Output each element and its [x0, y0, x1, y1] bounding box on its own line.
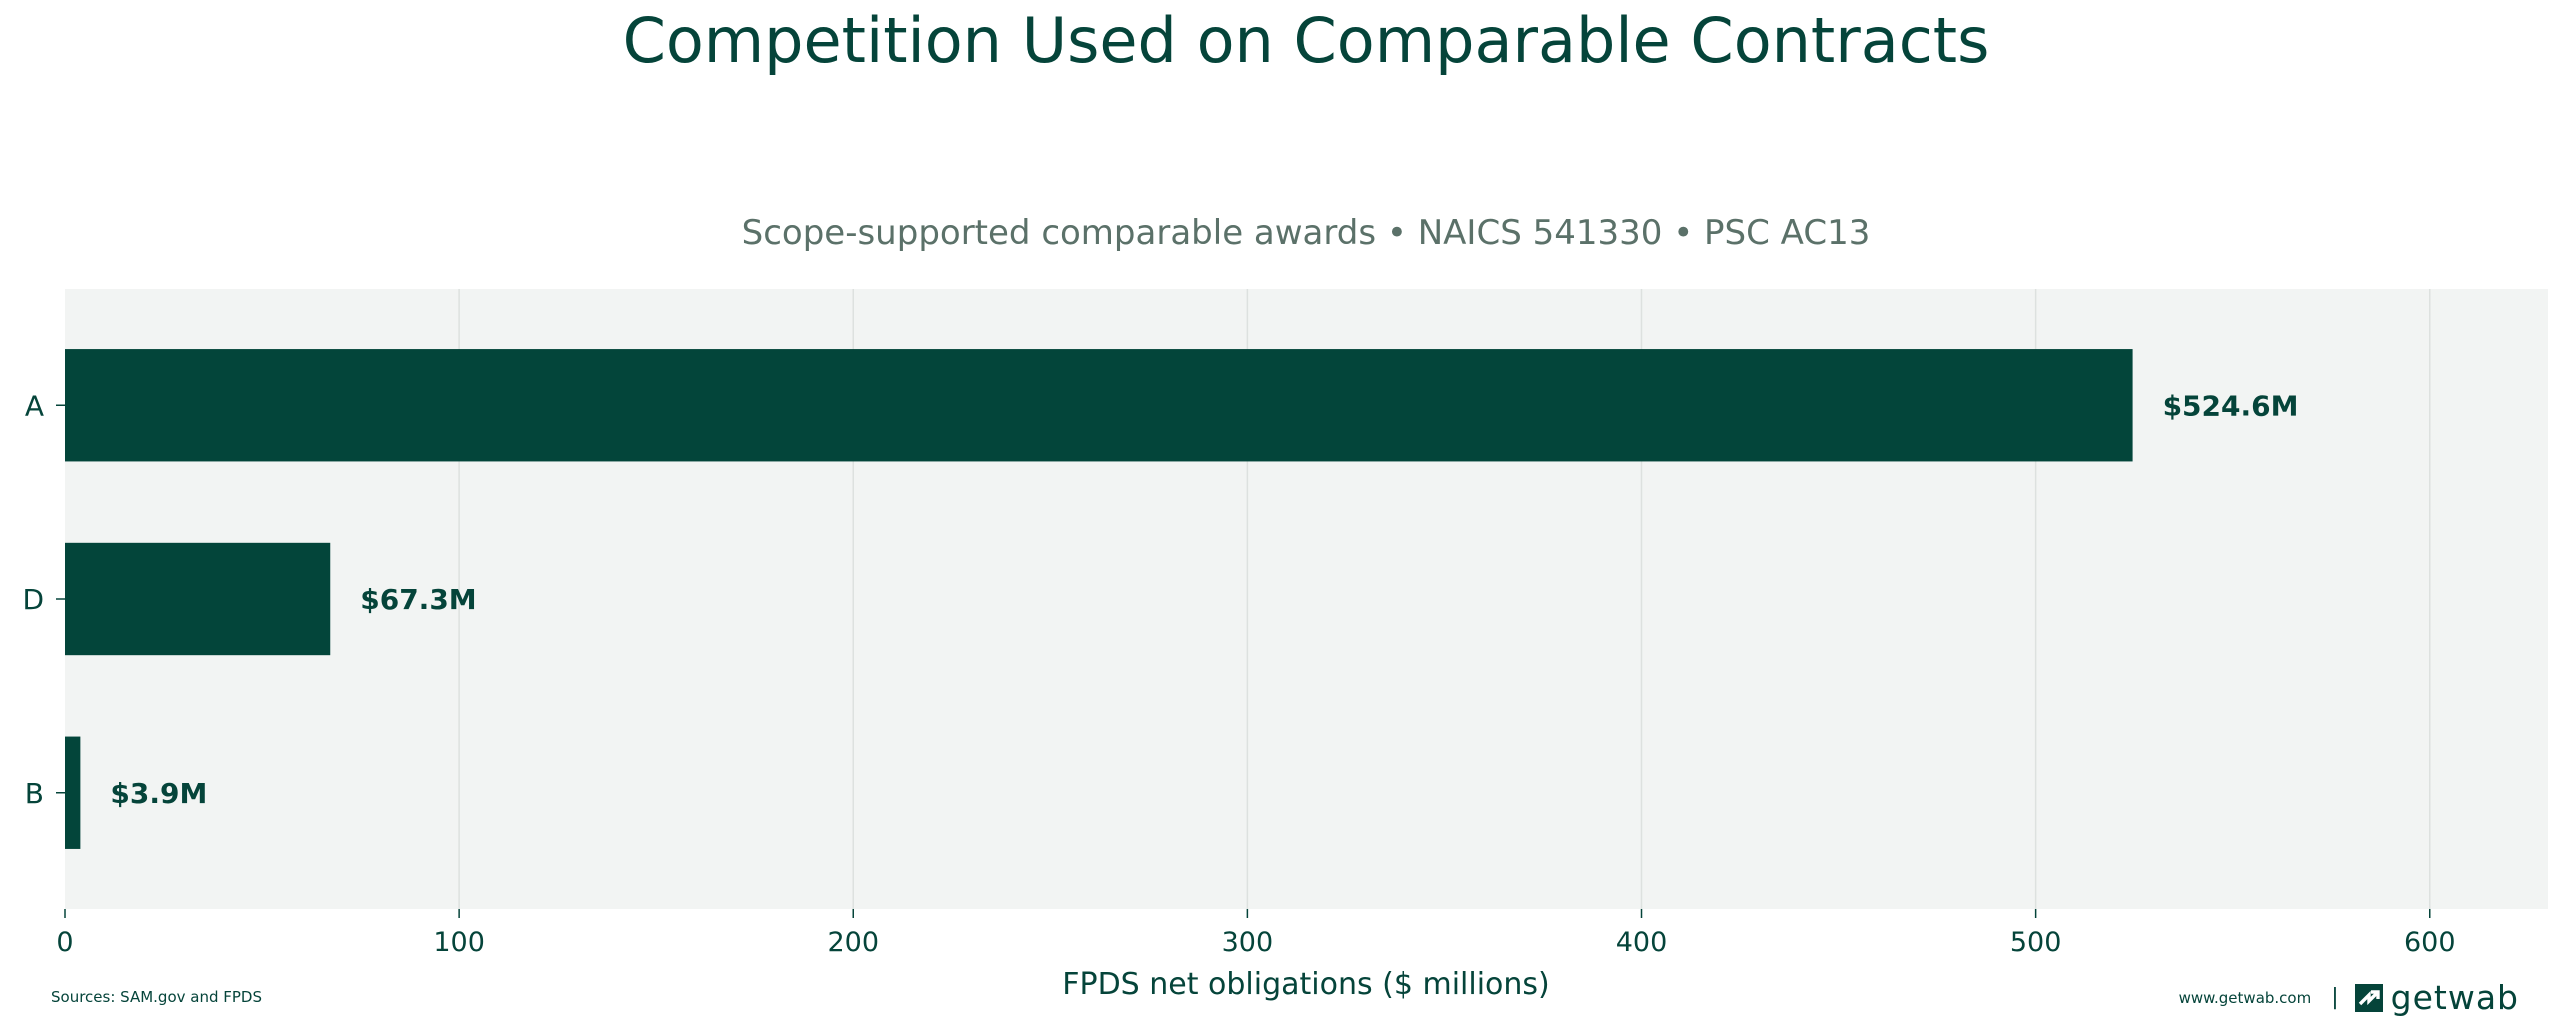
x-tick-label-400: 400: [1616, 927, 1668, 958]
bar-B: [65, 736, 81, 849]
chart-subtitle: Scope-supported comparable awards • NAIC…: [742, 213, 1871, 253]
bar-D: [65, 542, 331, 656]
chart-title: Competition Used on Comparable Contracts: [623, 4, 1990, 77]
x-tick-label-100: 100: [433, 927, 485, 958]
data-label-B: $3.9M: [110, 777, 207, 810]
x-tick-label-200: 200: [827, 927, 879, 958]
bar-A: [65, 349, 2133, 462]
brand-wordmark: getwab: [2390, 978, 2519, 1017]
data-label-A: $524.6M: [2163, 389, 2299, 422]
x-axis-label: FPDS net obligations ($ millions): [1062, 967, 1550, 1002]
x-tick-label-300: 300: [1222, 927, 1274, 958]
x-axis: 0 100 200 300 400 500 600: [56, 909, 2456, 958]
bars: [65, 349, 2133, 849]
getwab-logo-icon: [2354, 983, 2383, 1012]
data-labels: $524.6M $67.3M $3.9M: [110, 389, 2298, 810]
y-tick-label-D: D: [22, 583, 44, 616]
brand-footer: www.getwab.com | getwab: [2179, 978, 2519, 1017]
x-tick-label-600: 600: [2404, 927, 2456, 958]
source-note: Sources: SAM.gov and FPDS: [51, 988, 263, 1006]
footer-separator: |: [2331, 985, 2339, 1010]
y-tick-label-B: B: [25, 777, 44, 810]
x-tick-label-0: 0: [56, 927, 73, 958]
website-url[interactable]: www.getwab.com: [2178, 988, 2312, 1007]
y-tick-label-A: A: [25, 389, 44, 422]
x-tick-label-500: 500: [2010, 927, 2062, 958]
data-label-D: $67.3M: [360, 583, 476, 616]
y-axis: A D B: [22, 389, 65, 810]
